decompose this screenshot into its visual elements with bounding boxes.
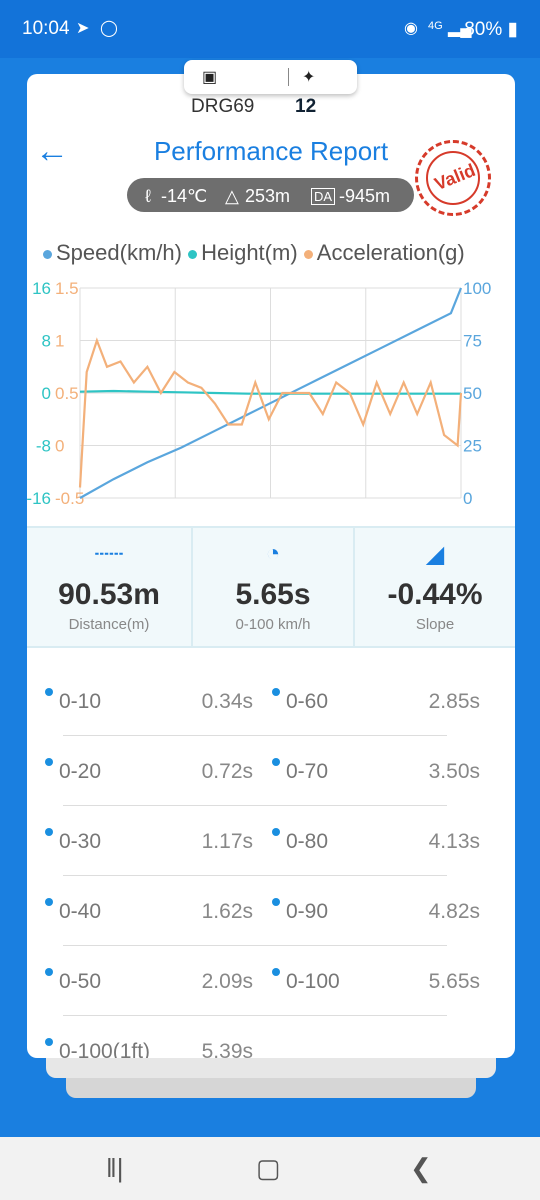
density-altitude-badge: DA [311,188,336,205]
system-nav-bar: ‖| ▢ ❮ [0,1137,540,1200]
y-tick-height: 8 [42,332,51,351]
mountain-icon: △ [225,186,239,206]
signal-icon: ▂▄ [448,20,472,37]
split-value: 0.34s [201,690,253,713]
split-label: 0-90 [286,900,329,923]
split-label: 0-50 [59,970,102,993]
y-tick-speed: 0 [463,489,472,508]
split-value: 3.50s [428,760,480,783]
y-tick-acceleration: -0.5 [55,489,84,508]
split-value: 5.65s [428,970,480,993]
stat-time-value: 5.65s [235,578,311,611]
series-line-accelerationg [78,337,463,488]
density-altitude-value: -945m [339,186,391,206]
legend-acceleration: Acceleration(g) [303,240,465,265]
y-tick-speed: 75 [463,332,482,351]
legend-speed: Speed(km/h) [43,240,182,265]
split-row: 0-100(1ft) 5.39s [27,1016,515,1058]
y-tick-acceleration: 1.5 [55,279,79,298]
slope-icon: ◢ [425,541,445,568]
device-number: 12 [295,96,317,117]
y-tick-height: 0 [42,384,51,403]
device-id: DRG69 [191,96,255,117]
back-icon[interactable]: ❮ [410,1153,432,1183]
y-tick-height: -8 [36,437,51,456]
stat-slope-label: Slope [415,616,455,633]
split-row: 0-20 0.72s 0-70 3.50s [27,736,515,806]
stat-slope-value: -0.44% [387,578,483,611]
split-value: 2.85s [428,690,480,713]
stat-divider [191,528,193,646]
stat-slope: ◢ -0.44% Slope [355,528,515,646]
view-toggle[interactable]: ▣ ✦ [184,60,357,94]
altitude-value: 253m [245,186,291,206]
environment-pill: ℓ -14℃ △ 253m DA -945m [127,178,414,212]
split-label: 0-60 [286,690,329,713]
alarm-icon: ◉ [404,20,418,37]
report-card: DRG69 12 ← Performance Report Valid ℓ -1… [27,74,515,1058]
chart-legend: Speed(km/h) Height(m) Acceleration(g) [43,240,465,266]
legend-acceleration-dot [303,249,313,259]
device-icon[interactable]: ▣ [202,69,218,86]
legend-height: Height(m) [188,240,298,265]
split-value: 2.09s [201,970,253,993]
y-tick-acceleration: 1 [55,332,64,351]
valid-stamp: Valid [415,140,491,216]
ruler-icon: ┄┄ [94,541,124,568]
split-label: 0-40 [59,900,102,923]
home-icon[interactable]: ▢ [256,1153,281,1183]
split-label: 0-10 [59,690,102,713]
battery-level: 80% ▮ [464,19,518,40]
split-label: 0-30 [59,830,102,853]
split-value: 5.39s [201,1040,253,1058]
telegram-icon: ➤ [76,20,90,37]
recents-icon[interactable]: ‖| [106,1153,124,1183]
status-bar: 10:04 ➤ ◯ ◉ 4G ▂▄ 80% ▮ [0,0,540,58]
split-value: 0.72s [201,760,253,783]
stat-distance-value: 90.53m [58,578,160,611]
split-value: 1.62s [201,900,253,923]
toggle-divider [288,68,289,86]
y-tick-speed: 25 [463,437,482,456]
stats-panel: ┄┄ 90.53m Distance(m) ◔ 5.65s 0-100 km/h… [27,526,515,648]
speedometer-icon: ◔ [265,540,281,567]
split-value: 4.82s [428,900,480,923]
y-tick-acceleration: 0 [55,437,64,456]
y-tick-height: -16 [27,489,51,508]
y-tick-speed: 100 [463,279,491,298]
y-tick-acceleration: 0.5 [55,384,79,403]
split-label: 0-100 [286,970,340,993]
split-value: 1.17s [201,830,253,853]
status-time: 10:04 [22,18,70,39]
temperature-value: -14℃ [161,186,208,206]
split-label: 0-80 [286,830,329,853]
stat-distance-label: Distance(m) [68,616,150,633]
split-row: 0-30 1.17s 0-80 4.13s [27,806,515,876]
stat-divider [353,528,355,646]
legend-speed-dot [43,249,52,259]
split-label: 0-70 [286,760,329,783]
stat-time: ◔ 5.65s 0-100 km/h [193,528,353,646]
instagram-icon: ◯ [100,20,118,37]
back-arrow-icon[interactable]: ← [35,132,69,170]
stat-time-label: 0-100 km/h [235,616,311,633]
network-label: 4G [428,20,443,32]
y-tick-height: 16 [32,279,51,298]
split-label: 0-20 [59,760,102,783]
series-line-speedkmh [79,287,463,499]
split-value: 4.13s [428,830,480,853]
split-label: 0-100(1ft) [59,1040,151,1058]
satellite-icon[interactable]: ✦ [302,69,316,86]
split-row: 0-10 0.34s 0-60 2.85s [27,666,515,736]
split-row: 0-50 2.09s 0-100 5.65s [27,946,515,1016]
thermometer-icon: ℓ [145,186,151,206]
page-title: Performance Report [153,136,389,166]
y-tick-speed: 50 [463,384,482,403]
split-row: 0-40 1.62s 0-90 4.82s [27,876,515,946]
stat-distance: ┄┄ 90.53m Distance(m) [27,528,191,646]
legend-height-dot [188,249,198,259]
